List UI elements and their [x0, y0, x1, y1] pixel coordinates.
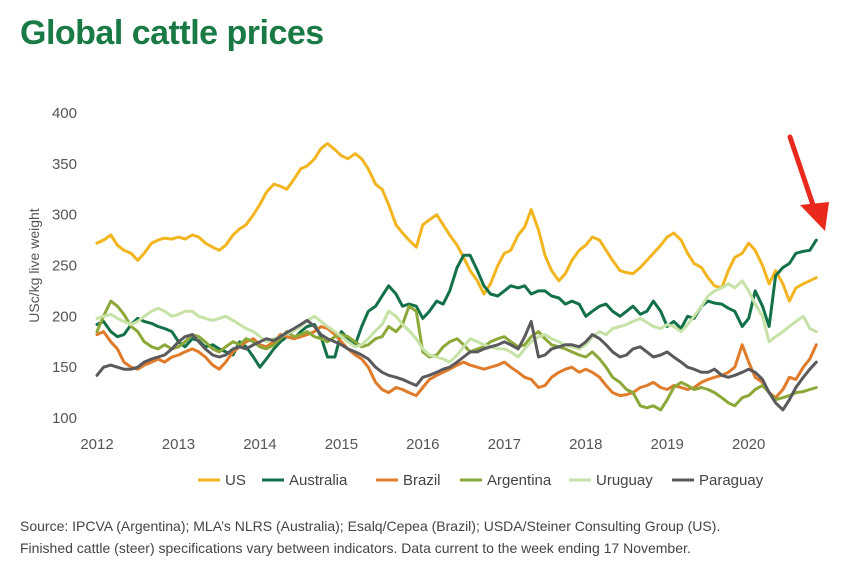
legend-item-brazil: Brazil: [376, 472, 441, 489]
legend-item-australia: Australia: [262, 472, 348, 489]
legend-item-argentina: Argentina: [460, 472, 552, 489]
source-line-1: Source: IPCVA (Argentina); MLA’s NLRS (A…: [20, 518, 721, 534]
legend-label: Australia: [289, 472, 348, 489]
series-line-brazil: [95, 325, 818, 400]
x-tick-label: 2017: [488, 436, 521, 453]
x-tick-label: 2012: [80, 436, 113, 453]
series-line-argentina: [95, 299, 818, 412]
y-axis-label: USc/kg live weight: [26, 208, 42, 322]
legend-label: US: [225, 472, 246, 489]
series-line-us: [95, 142, 818, 303]
y-tick-label: 200: [52, 308, 77, 325]
legend-item-paraguay: Paraguay: [672, 472, 764, 489]
series-line-paraguay: [95, 318, 818, 412]
x-tick-label: 2019: [651, 436, 684, 453]
legend-item-us: US: [198, 472, 246, 489]
y-tick-label: 150: [52, 359, 77, 376]
legend: US Australia Brazil Argentina Uruguay Paragua…: [198, 472, 764, 489]
y-tick-label: 350: [52, 156, 77, 173]
red-arrow-annotation: [787, 134, 829, 231]
y-tick-label: 100: [52, 410, 77, 427]
x-tick-label: 2016: [406, 436, 439, 453]
chart-title: Global cattle prices: [20, 14, 324, 52]
arrow-head: [800, 202, 829, 231]
x-tick-label: 2018: [569, 436, 602, 453]
legend-label: Uruguay: [596, 472, 653, 489]
y-tick-label: 300: [52, 207, 77, 224]
x-tick-label: 2020: [732, 436, 765, 453]
source-line-2: Finished cattle (steer) specifications v…: [20, 540, 691, 556]
series-layer: [95, 142, 818, 412]
legend-label: Paraguay: [699, 472, 764, 489]
x-tick-label: 2015: [325, 436, 358, 453]
arrow-shaft: [787, 134, 817, 211]
axes: 100 150 200 250 300 350 400 2012 2013 2014 2015 201…: [26, 105, 765, 453]
y-tick-label: 250: [52, 258, 77, 275]
legend-label: Argentina: [487, 472, 552, 489]
line-chart: 100 150 200 250 300 350 400 2012 2013 2014 2015 201…: [26, 105, 829, 489]
series-line-uruguay: [95, 279, 818, 364]
legend-item-uruguay: Uruguay: [569, 472, 653, 489]
x-tick-label: 2013: [162, 436, 195, 453]
legend-label: Brazil: [403, 472, 441, 489]
x-tick-label: 2014: [243, 436, 276, 453]
source-note: Source: IPCVA (Argentina); MLA’s NLRS (A…: [20, 515, 720, 559]
y-tick-label: 400: [52, 105, 77, 122]
